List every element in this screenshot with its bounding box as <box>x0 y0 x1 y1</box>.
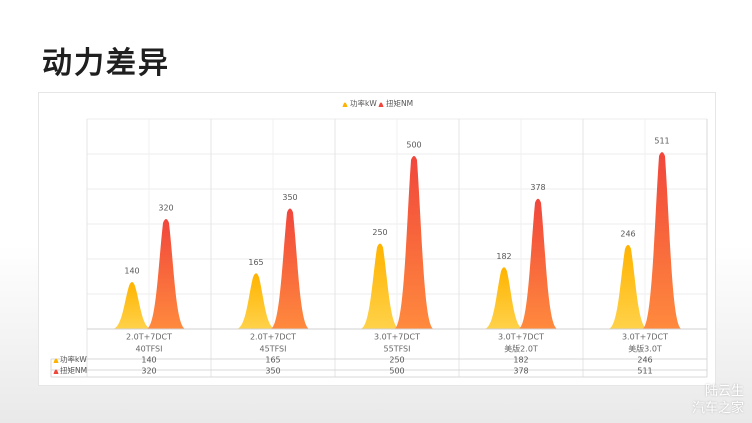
tick-label-trim: 40TFSI <box>136 345 163 354</box>
data-label: 182 <box>496 252 511 261</box>
legend-label: 功率kW <box>350 98 377 108</box>
tick-label-engine: 3.0T+7DCT <box>374 333 420 342</box>
table-cell: 246 <box>637 356 652 365</box>
tick-label-engine: 3.0T+7DCT <box>498 333 544 342</box>
watermark-author: 陆云生 <box>704 384 744 399</box>
tick-label-trim: 美版2.0T <box>504 344 538 354</box>
tick-label-trim: 美版3.0T <box>628 344 662 354</box>
table-cell: 500 <box>389 367 404 376</box>
chart-panel: 140 165 250 182 246 320 350 500 378 511 2.0T+7DCT 4… <box>38 92 716 386</box>
table-row-header: 扭矩NM <box>60 365 87 375</box>
tick-label-engine: 2.0T+7DCT <box>250 333 296 342</box>
table-cell: 511 <box>637 367 652 376</box>
peak-series0-cat3 <box>484 267 524 329</box>
data-label: 320 <box>158 204 173 213</box>
table-cell: 350 <box>265 367 280 376</box>
watermark: 陆云生 汽车之家 <box>692 383 744 417</box>
tick-label-engine: 3.0T+7DCT <box>622 333 668 342</box>
table-cell: 165 <box>265 356 280 365</box>
peak-series0-cat0 <box>112 282 152 329</box>
data-label: 378 <box>530 183 545 192</box>
data-label: 500 <box>406 141 421 150</box>
peak-series0-cat1 <box>236 273 276 329</box>
data-label: 511 <box>654 137 669 146</box>
peak-series1-cat2 <box>394 156 434 329</box>
page-title: 动力差异 <box>42 46 170 81</box>
data-label: 350 <box>282 193 297 202</box>
table-cell: 140 <box>141 356 156 365</box>
tick-label-trim: 55TFSI <box>384 345 411 354</box>
peak-series1-cat4 <box>642 152 682 329</box>
peak-series0-cat2 <box>360 243 400 329</box>
data-label: 250 <box>372 228 387 237</box>
data-label: 165 <box>248 258 263 267</box>
tick-label-trim: 45TFSI <box>260 345 287 354</box>
table-legend-key <box>53 369 59 374</box>
table-legend-key <box>53 358 59 363</box>
table-cell: 320 <box>141 367 156 376</box>
table-row-header: 功率kW <box>60 354 87 364</box>
legend-key <box>378 102 384 107</box>
table-cell: 378 <box>513 367 528 376</box>
peak-series1-cat1 <box>270 208 310 329</box>
peak-series0-cat4 <box>608 244 648 329</box>
peak-series1-cat3 <box>518 198 558 329</box>
watermark-site: 汽车之家 <box>691 401 744 416</box>
chart: 140 165 250 182 246 320 350 500 378 511 2.0T+7DCT 4… <box>50 98 708 378</box>
legend-label: 扭矩NM <box>386 98 413 108</box>
tick-label-engine: 2.0T+7DCT <box>126 333 172 342</box>
data-label: 140 <box>124 267 139 276</box>
data-label: 246 <box>620 229 635 238</box>
table-cell: 182 <box>513 356 528 365</box>
table-cell: 250 <box>389 356 404 365</box>
peak-series1-cat0 <box>146 219 186 329</box>
legend-key <box>342 102 348 107</box>
